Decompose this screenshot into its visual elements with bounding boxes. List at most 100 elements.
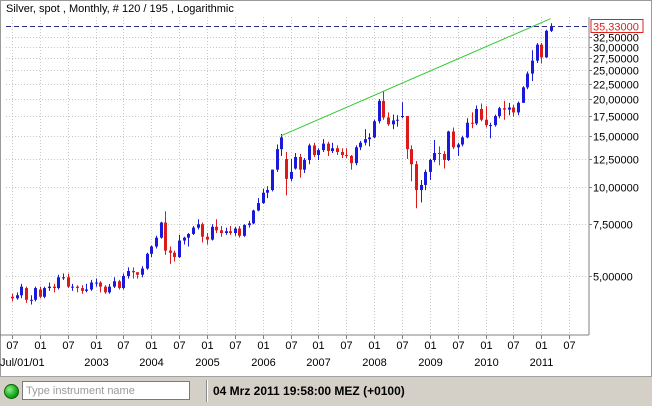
candle-body: [146, 253, 149, 269]
candle: [85, 283, 88, 293]
candle-body: [20, 286, 23, 296]
candle: [294, 153, 297, 170]
candle: [303, 157, 306, 174]
y-tick-label: 7,50000: [593, 220, 633, 232]
candle-body: [16, 295, 19, 299]
candle: [108, 283, 111, 294]
y-tick-label: 27,50000: [593, 54, 639, 66]
candle: [141, 266, 144, 278]
candle: [132, 267, 135, 279]
candle: [99, 281, 102, 293]
candle-body: [276, 149, 279, 170]
candle-body: [313, 145, 316, 155]
candle-body: [308, 145, 311, 161]
candle: [113, 277, 116, 289]
candle: [178, 234, 181, 259]
candle: [424, 169, 427, 191]
candle: [122, 273, 125, 290]
candle-body: [382, 100, 385, 118]
candle-body: [550, 26, 553, 31]
candle: [378, 98, 381, 124]
candle-body: [99, 282, 102, 287]
candle: [471, 112, 474, 129]
candle: [327, 141, 330, 156]
candle: [104, 285, 107, 294]
last-price-label: 35,33000: [593, 22, 639, 34]
candle-body: [197, 224, 200, 228]
candle: [155, 235, 158, 249]
candle-body: [122, 276, 125, 289]
candle: [308, 143, 311, 165]
x-tick-label-month: 01: [90, 340, 102, 352]
candle-body: [457, 144, 460, 148]
candle-body: [62, 277, 65, 279]
candle-body: [345, 154, 348, 156]
candle: [401, 102, 404, 119]
x-tick-label-month: 07: [285, 340, 297, 352]
candle-body: [526, 73, 529, 88]
candle: [438, 146, 441, 166]
x-tick-label-year: 2005: [195, 357, 219, 369]
candle-body: [480, 108, 483, 120]
candle: [34, 286, 37, 302]
candle: [16, 292, 19, 300]
chart-overlays: 35,33000: [6, 18, 644, 137]
candle-body: [234, 228, 237, 234]
candle: [512, 104, 515, 117]
candle: [211, 224, 214, 241]
candle: [25, 286, 28, 303]
x-tick-label-month: 01: [480, 340, 492, 352]
candle: [234, 226, 237, 236]
x-tick-label-month: 07: [340, 340, 352, 352]
candle: [67, 273, 70, 289]
candle-body: [531, 60, 534, 74]
candle: [480, 103, 483, 122]
instrument-search-input[interactable]: [22, 381, 190, 400]
candle: [57, 274, 60, 290]
candle: [95, 278, 98, 287]
candle: [452, 127, 455, 150]
candle: [90, 279, 93, 291]
candle: [382, 90, 385, 120]
candle: [313, 142, 316, 157]
candle-body: [503, 108, 506, 110]
x-tick-label-month: 07: [6, 340, 18, 352]
candle-body: [303, 160, 306, 170]
candle: [197, 219, 200, 230]
candle: [280, 134, 283, 156]
candle-body: [512, 107, 515, 113]
candle-body: [433, 153, 436, 161]
x-tick-label-month: 07: [117, 340, 129, 352]
candle: [508, 102, 511, 116]
candle-body: [104, 286, 107, 293]
candle: [540, 43, 543, 64]
candle: [443, 151, 446, 169]
candle-body: [220, 230, 223, 234]
candle: [127, 267, 130, 279]
candle-body: [118, 281, 121, 289]
candle: [183, 236, 186, 245]
candle-body: [415, 164, 418, 191]
candle-body: [401, 116, 404, 118]
candle: [276, 144, 279, 172]
candle-body: [517, 102, 520, 113]
candle: [81, 285, 84, 294]
candle-body: [262, 192, 265, 204]
y-tick-label: 25,00000: [593, 66, 639, 78]
candle: [350, 154, 353, 170]
candle-body: [420, 184, 423, 191]
candle-body: [280, 137, 283, 150]
candle-body: [30, 299, 33, 301]
candle-body: [155, 237, 158, 247]
candle-body: [373, 121, 376, 138]
candle-body: [522, 87, 525, 103]
candle-body: [160, 222, 163, 238]
candle: [71, 283, 74, 291]
candle: [429, 158, 432, 181]
candle-body: [545, 30, 548, 58]
candle-body: [359, 142, 362, 148]
y-tick-label: 22,50000: [593, 80, 639, 92]
candle-body: [461, 137, 464, 145]
